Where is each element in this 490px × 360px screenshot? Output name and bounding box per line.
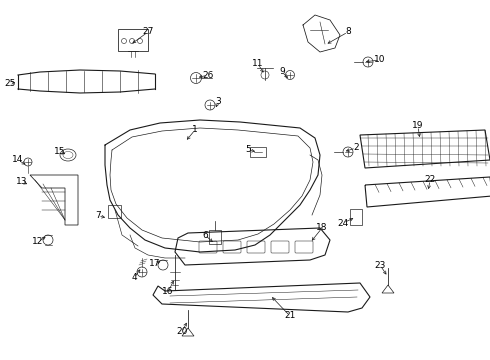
Text: 6: 6 — [202, 230, 208, 239]
Text: 21: 21 — [284, 311, 295, 320]
Text: 27: 27 — [142, 27, 154, 36]
Text: 18: 18 — [316, 224, 328, 233]
Text: 3: 3 — [215, 98, 221, 107]
Text: 5: 5 — [245, 145, 251, 154]
Text: 7: 7 — [95, 211, 101, 220]
Text: 20: 20 — [176, 328, 188, 337]
Text: 11: 11 — [252, 59, 264, 68]
Text: 8: 8 — [345, 27, 351, 36]
Text: 25: 25 — [4, 78, 16, 87]
Text: 1: 1 — [192, 126, 198, 135]
Text: 17: 17 — [149, 260, 161, 269]
Text: 22: 22 — [424, 175, 436, 184]
Text: 19: 19 — [412, 122, 424, 130]
Text: 15: 15 — [54, 148, 66, 157]
Text: 2: 2 — [353, 144, 359, 153]
Text: 13: 13 — [16, 177, 28, 186]
Text: 10: 10 — [374, 55, 386, 64]
Text: 26: 26 — [202, 71, 214, 80]
Text: 12: 12 — [32, 238, 44, 247]
Text: 9: 9 — [279, 68, 285, 77]
Text: 4: 4 — [131, 274, 137, 283]
Text: 14: 14 — [12, 156, 24, 165]
Text: 16: 16 — [162, 288, 174, 297]
Text: 24: 24 — [338, 219, 348, 228]
Text: 23: 23 — [374, 261, 386, 270]
